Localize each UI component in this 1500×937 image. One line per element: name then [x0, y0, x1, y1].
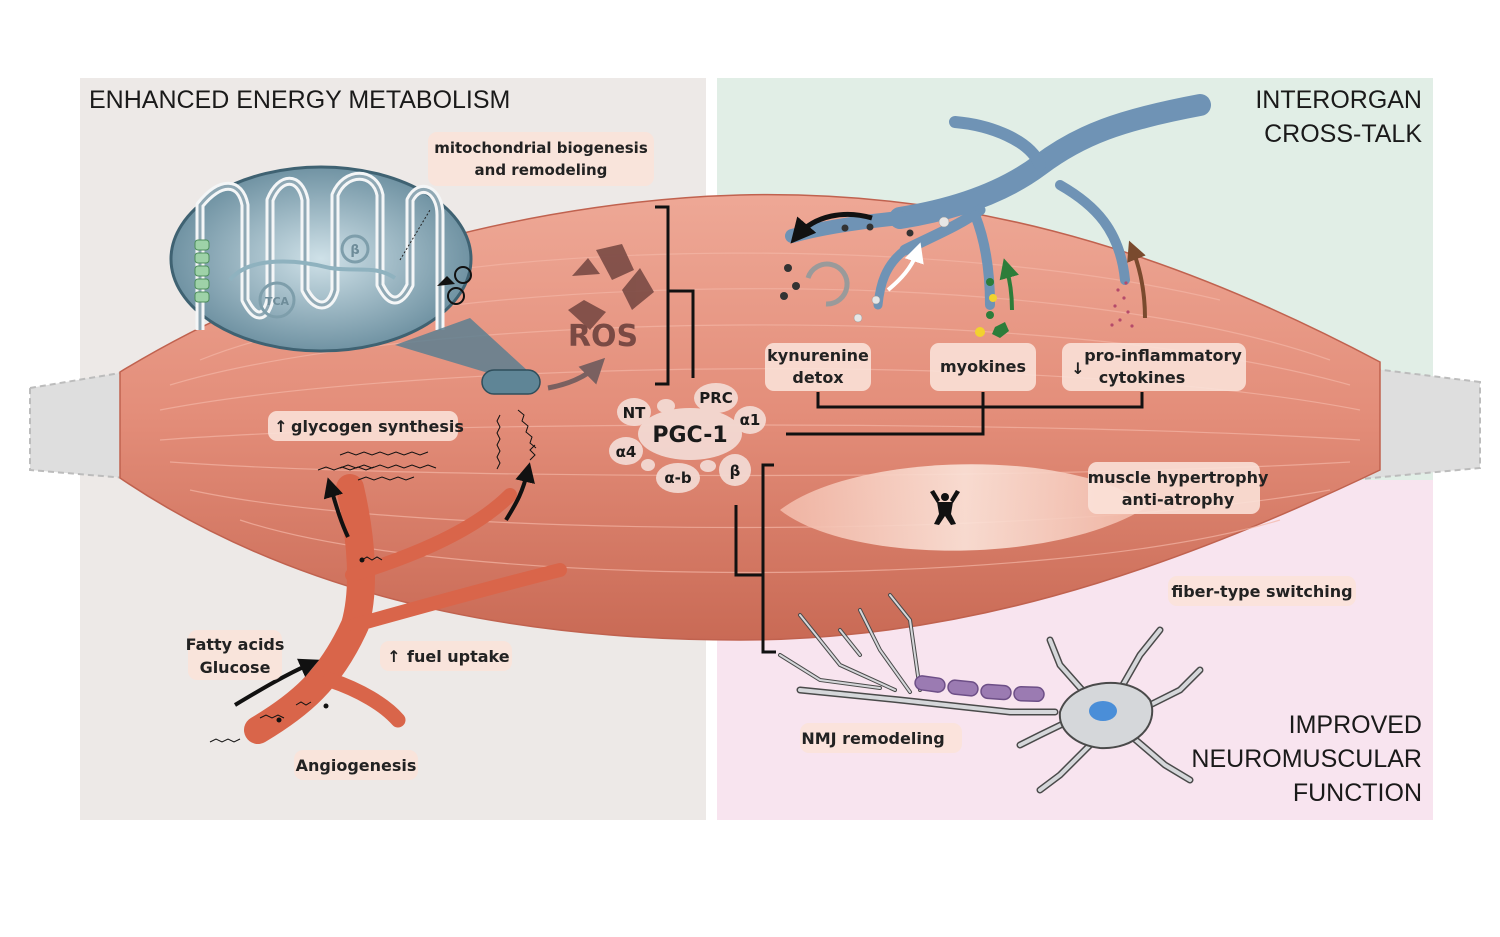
fuel-uptake-tag	[380, 641, 512, 671]
kyn-label-2: detox	[792, 368, 844, 387]
myokines-tag	[930, 343, 1036, 391]
isoform-nt: NT	[623, 404, 647, 422]
vessel-glucose-marks	[209, 556, 383, 743]
red-vessel	[244, 474, 567, 744]
beta-label: β	[350, 243, 359, 258]
angio-tag	[294, 750, 418, 780]
hypertrophy-tag	[1088, 462, 1260, 514]
isoform-a1: α1	[740, 411, 761, 429]
zoom-cone	[395, 318, 540, 382]
hyper-label-2: anti-atrophy	[1122, 490, 1235, 509]
cytokines-down-arrow: ↓	[1071, 359, 1084, 378]
atp-motor-icon	[437, 266, 472, 305]
hypertrophy-spindle	[780, 464, 1150, 551]
neuro-heading-3: FUNCTION	[1293, 779, 1422, 807]
glycogen-chains	[317, 451, 437, 481]
cyto-label-2: cytokines	[1099, 368, 1185, 387]
isoform-a4: α4	[616, 443, 637, 461]
glycogen-up-arrow: ↑	[274, 417, 287, 436]
cytokine-particles	[1110, 281, 1134, 328]
neuron	[778, 593, 1204, 794]
neuro-bracket	[734, 463, 776, 654]
isoform-prc: PRC	[699, 389, 733, 407]
fuel-source-tag	[188, 630, 282, 680]
tca-label: TCA	[265, 295, 290, 308]
crosstalk-bracket	[786, 392, 1144, 436]
mito-bracket	[655, 205, 695, 386]
glycogen-label: glycogen synthesis	[291, 417, 464, 436]
glycogen-arrow-right	[504, 462, 535, 522]
neuro-heading-2: NEUROMUSCULAR	[1191, 745, 1422, 773]
energy-heading: ENHANCED ENERGY METABOLISM	[89, 86, 510, 114]
crosstalk-heading-2: CROSS-TALK	[1264, 120, 1422, 148]
glucose-label: Glucose	[200, 658, 271, 677]
mito-label-1: mitochondrial biogenesis	[434, 139, 648, 157]
glycogen-tag	[268, 411, 458, 441]
kyn-label-1: kynurenine	[767, 346, 869, 365]
fatty-label: Fatty acids	[186, 635, 285, 654]
isoform-b: β	[730, 462, 741, 480]
uptake-white-arrow	[886, 242, 924, 292]
fiber-label: fiber-type switching	[1171, 582, 1352, 601]
cytokine-arrow	[1127, 240, 1147, 319]
ros-label: ROS	[568, 319, 638, 354]
beta-oxidation-icon	[340, 234, 370, 264]
crosstalk-heading-1: INTERORGAN	[1255, 86, 1422, 114]
kynurenine-arrow	[790, 211, 873, 244]
cytokines-tag	[1062, 343, 1246, 391]
flexing-figure-icon	[930, 490, 960, 525]
neuro-heading-1: IMPROVED	[1289, 711, 1422, 739]
hyper-label-1: muscle hypertrophy	[1088, 468, 1269, 487]
kynurenine-cycle-icon	[805, 261, 850, 307]
mito-tag	[428, 132, 654, 186]
kynurenine-particles	[780, 223, 914, 300]
isoform-ab: α-b	[664, 469, 692, 487]
tca-cycle-icon	[258, 281, 296, 319]
fuel-uptake-arrow	[233, 658, 320, 707]
myokine-particles	[975, 278, 1009, 338]
organelle-capsule	[481, 369, 541, 395]
pgc1-title: PGC-1	[652, 423, 727, 448]
pgc1-cluster	[609, 383, 766, 493]
myelin-sheath	[914, 675, 1045, 703]
glycogen-arrow-left	[323, 477, 350, 538]
nmj-label: NMJ remodeling	[801, 729, 944, 748]
cyto-label-1: pro-inflammatory	[1084, 346, 1242, 365]
angio-label: Angiogenesis	[296, 756, 417, 775]
kyn-tag	[765, 343, 871, 391]
vessel-fatty-dots	[276, 557, 365, 723]
nmj-tag	[800, 723, 962, 753]
myokines-label: myokines	[940, 357, 1026, 376]
fuel-up-arrow: ↑	[387, 647, 400, 666]
electron-transport-icon	[194, 239, 210, 303]
organelle-arrow	[547, 357, 606, 391]
mito-label-2: and remodeling	[475, 161, 608, 179]
white-particles	[853, 216, 950, 323]
fatty-acid-chains	[496, 409, 537, 470]
recycle-icon	[568, 244, 654, 330]
fiber-tag	[1168, 576, 1356, 606]
fuel-label: fuel uptake	[407, 647, 510, 666]
myokine-arrow	[999, 258, 1019, 311]
mitochondrion: TCA β	[169, 165, 473, 353]
